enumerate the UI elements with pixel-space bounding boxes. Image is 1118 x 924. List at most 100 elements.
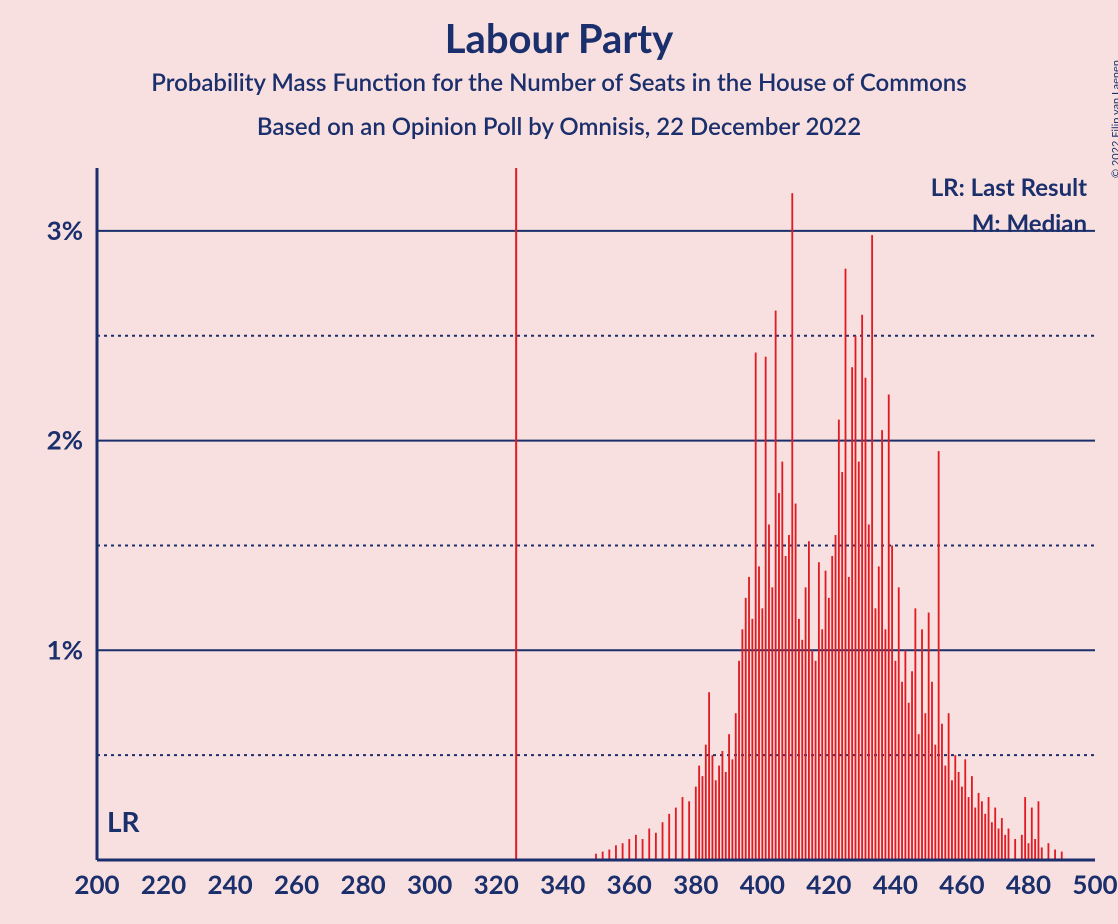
pmf-bar [748,577,750,860]
pmf-bar [911,671,913,860]
pmf-bar [811,650,813,860]
pmf-bar [1001,818,1003,860]
pmf-bar [818,562,820,860]
pmf-bar [751,619,753,860]
x-tick-label: 360 [607,868,652,900]
pmf-bar [688,801,690,860]
pmf-bar [788,535,790,860]
pmf-bar [974,808,976,860]
x-tick-label: 240 [207,868,252,900]
pmf-bar [795,504,797,860]
pmf-bar [682,797,684,860]
x-tick-label: 220 [141,868,186,900]
pmf-bar [871,235,873,860]
pmf-bar [805,587,807,860]
pmf-bar [851,367,853,860]
pmf-bar [778,493,780,860]
pmf-bar [781,462,783,860]
pmf-bar [968,797,970,860]
x-tick-label: 440 [873,868,918,900]
y-tick-label: 3% [47,214,83,246]
pmf-bar [868,524,870,860]
pmf-bar [798,619,800,860]
pmf-bar [1024,797,1026,860]
x-tick-label: 300 [407,868,452,900]
pmf-bar [961,787,963,860]
pmf-bar [878,566,880,860]
pmf-bar [941,724,943,860]
pmf-bar [675,808,677,860]
pmf-bar [998,829,1000,860]
pmf-bar [628,839,630,860]
pmf-bar [745,598,747,860]
pmf-bar [964,759,966,860]
x-tick-label: 380 [673,868,718,900]
pmf-bar [898,587,900,860]
x-tick-label: 320 [474,868,519,900]
pmf-bar [1031,808,1033,860]
pmf-bar [808,541,810,860]
pmf-bar [1028,843,1030,860]
x-tick-label: 460 [939,868,984,900]
pmf-bar [841,472,843,860]
pmf-bar [988,797,990,860]
pmf-bar [934,745,936,860]
chart-svg: 1%2%3%2002202402602803003203403603804004… [0,0,1118,924]
pmf-bar [954,755,956,860]
pmf-bar [914,608,916,860]
pmf-bar [725,772,727,860]
pmf-bar [1034,839,1036,860]
pmf-bar [835,535,837,860]
pmf-bar [765,357,767,860]
pmf-bar [715,780,717,860]
pmf-bar [891,545,893,860]
pmf-bar [662,822,664,860]
pmf-bar [831,556,833,860]
y-tick-label: 1% [47,633,83,665]
pmf-bar [825,571,827,860]
pmf-bar [901,682,903,860]
pmf-bar [944,766,946,860]
pmf-bar [978,793,980,860]
pmf-bar [904,650,906,860]
pmf-bar [615,845,617,860]
pmf-bar [738,661,740,860]
pmf-bar [918,734,920,860]
pmf-bar [771,587,773,860]
pmf-bar [758,566,760,860]
lr-marker: LR [107,804,141,838]
pmf-bar [642,839,644,860]
pmf-bar [1021,835,1023,860]
x-tick-label: 420 [806,868,851,900]
pmf-bar [1038,801,1040,860]
pmf-bar [705,745,707,860]
pmf-bar [894,661,896,860]
pmf-bar [888,394,890,860]
pmf-bar [885,629,887,860]
pmf-bar [702,776,704,860]
pmf-bar [838,420,840,860]
pmf-bar [731,759,733,860]
pmf-bar [728,734,730,860]
pmf-bar [984,814,986,860]
pmf-bar [708,692,710,860]
x-tick-label: 400 [740,868,785,900]
pmf-bar [1014,839,1016,860]
pmf-bar [848,577,850,860]
pmf-bar [951,780,953,860]
pmf-bar [971,776,973,860]
pmf-bar [761,608,763,860]
pmf-bar [865,378,867,860]
legend-m: M: Median [972,209,1087,238]
pmf-bar [735,713,737,860]
legend-lr: LR: Last Result [931,173,1087,202]
pmf-bar [938,451,940,860]
x-tick-label: 280 [341,868,386,900]
pmf-bar [655,833,657,860]
pmf-bar [801,640,803,860]
pmf-bar [991,822,993,860]
pmf-bar [608,850,610,860]
y-tick-label: 2% [47,424,83,456]
pmf-bar [931,682,933,860]
pmf-bar [635,835,637,860]
